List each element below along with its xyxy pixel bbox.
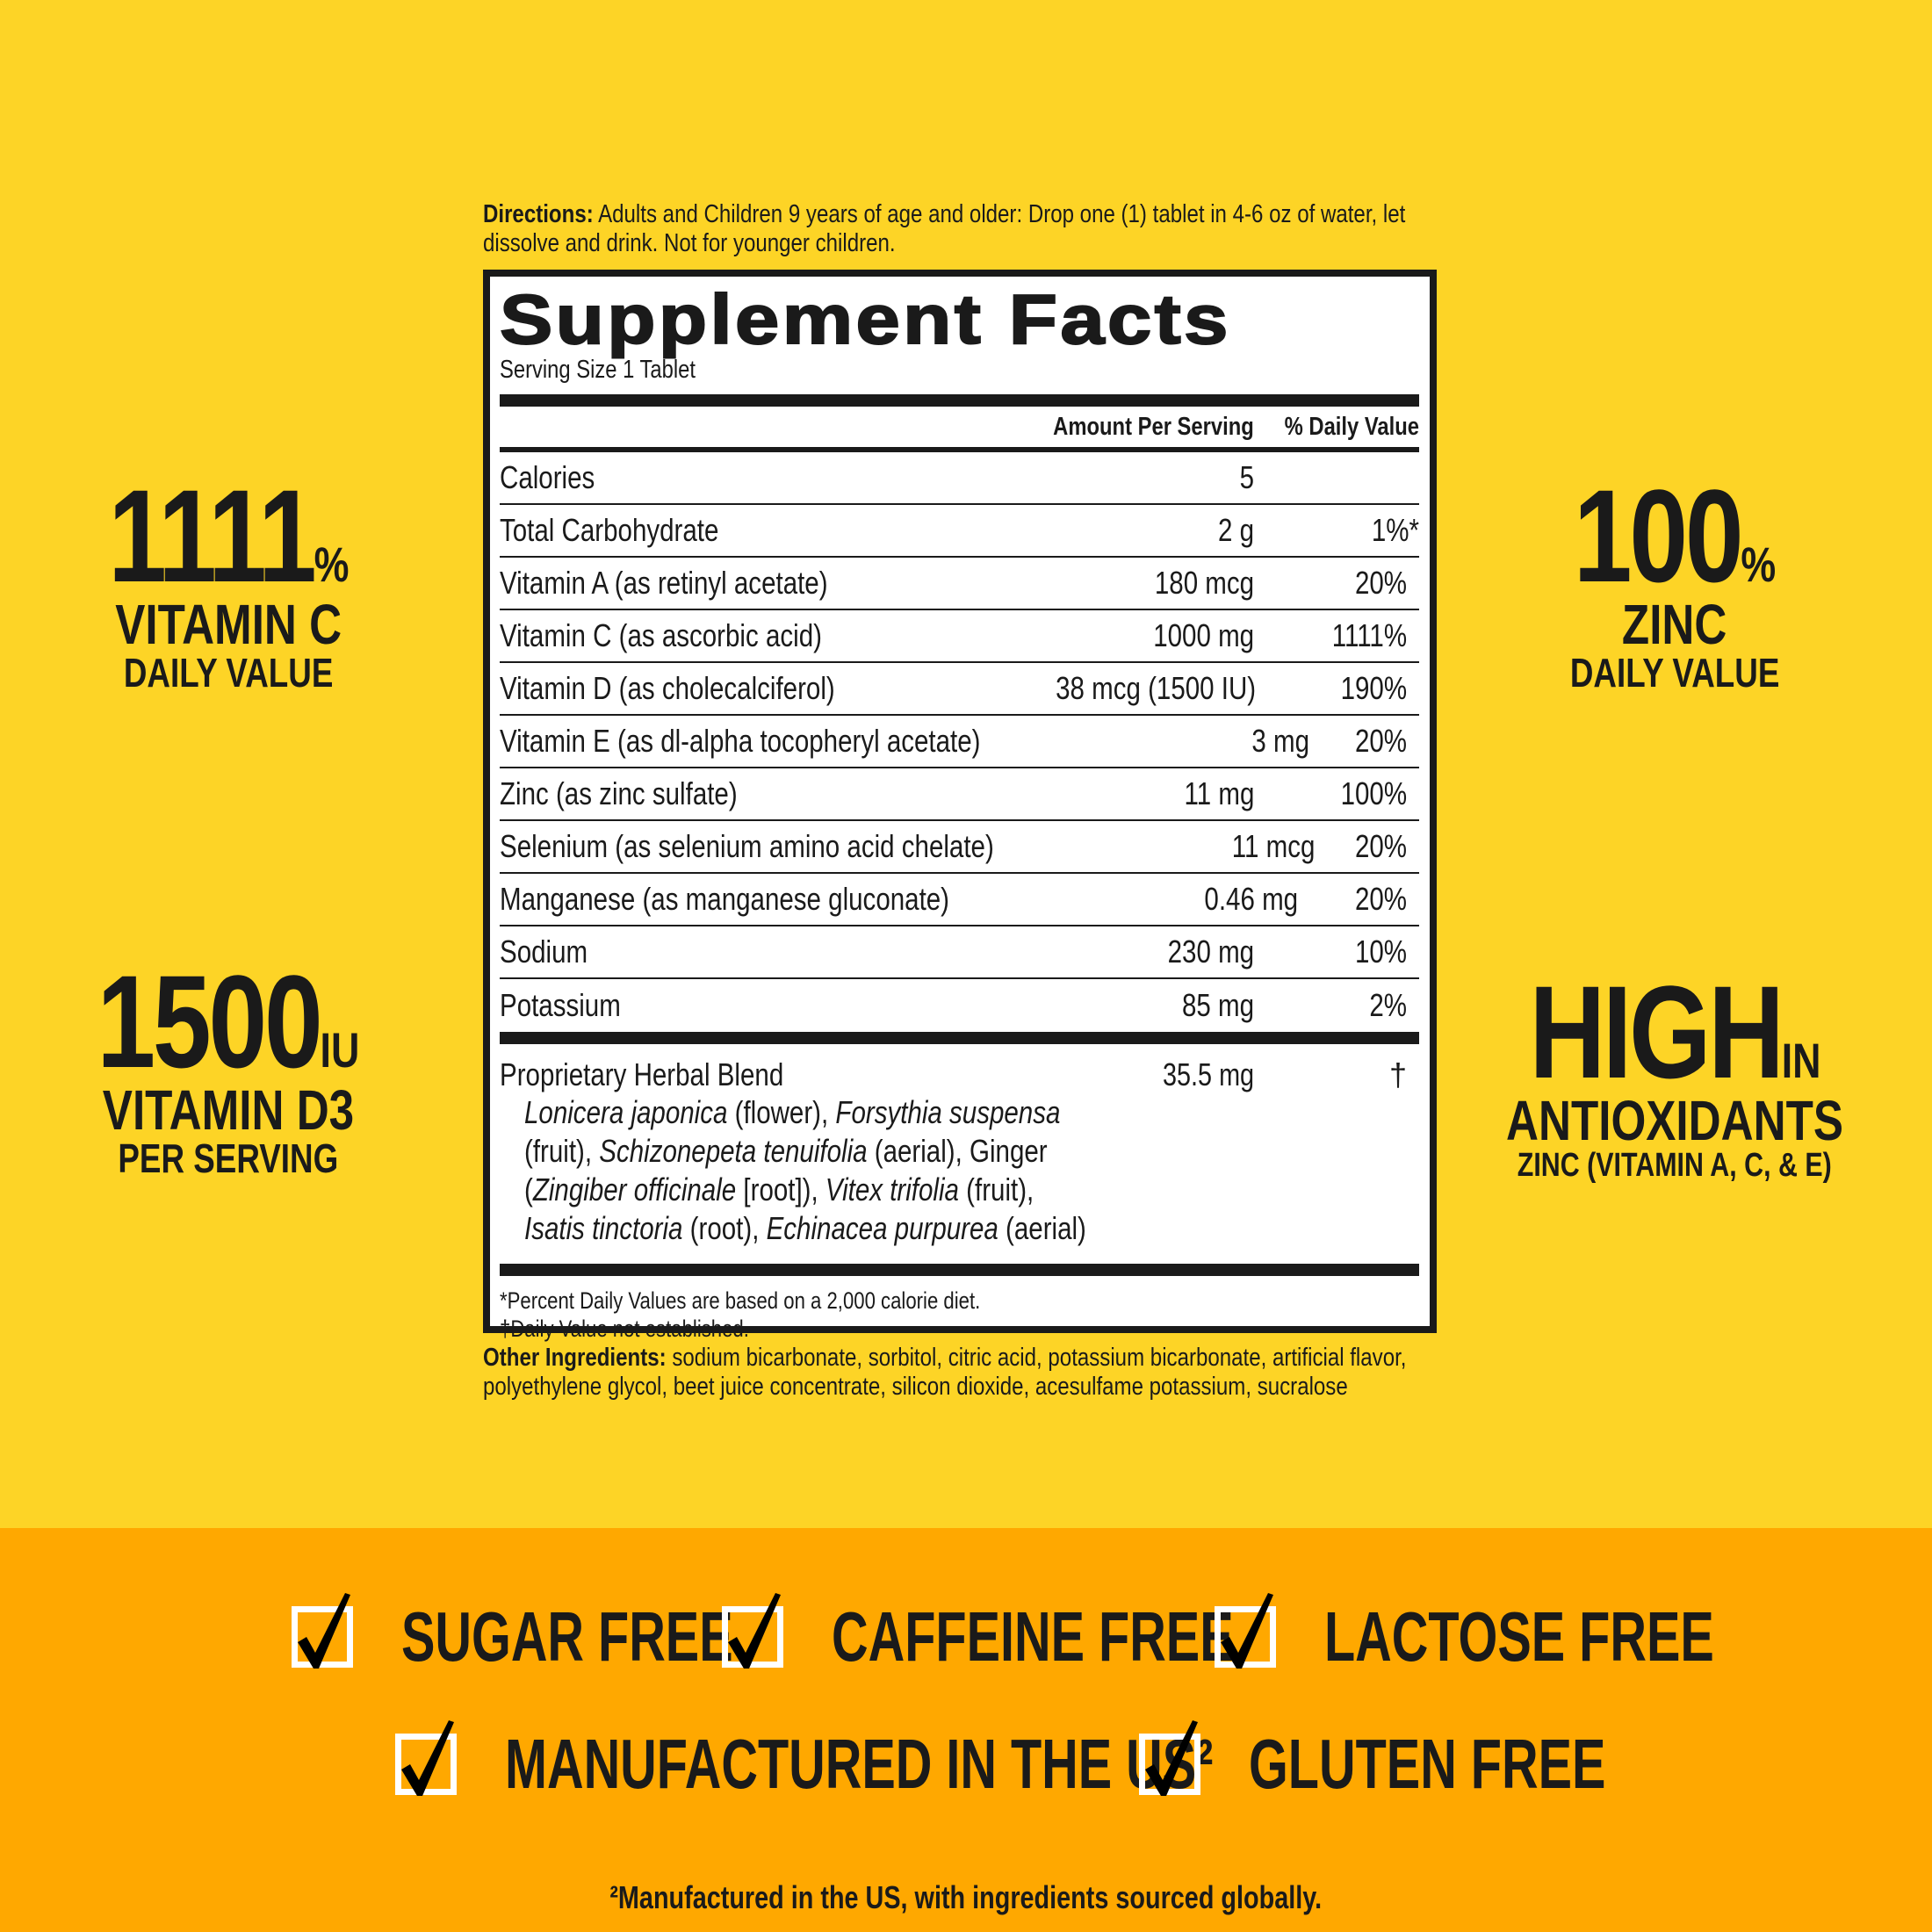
- nutrient-amount: 85 mg: [1181, 987, 1254, 1023]
- nutrient-daily-value: 20%: [1354, 828, 1407, 864]
- nutrient-daily-value: [1254, 459, 1419, 496]
- nutrient-row: Zinc (as zinc sulfate) 11 mg 100%: [500, 768, 1419, 821]
- checkbox-check-icon: [722, 1593, 783, 1669]
- blend-ingredients-line: (fruit), Schizonepeta tenuifolia (aerial…: [524, 1133, 1048, 1169]
- nutrient-name: Zinc (as zinc sulfate): [500, 775, 738, 811]
- nutrient-daily-value: 20%: [1354, 565, 1407, 601]
- nutrient-row: Vitamin D (as cholecalciferol) 38 mcg (15…: [500, 663, 1419, 716]
- nutrient-amount: 2 g: [1217, 512, 1254, 548]
- nutrient-daily-value: 100%: [1340, 775, 1407, 811]
- divider: [500, 1032, 1419, 1044]
- nutrient-daily-value: 1%*: [1371, 512, 1419, 548]
- panel-title: Supplement Facts: [499, 280, 1231, 358]
- nutrient-name: Vitamin D (as cholecalciferol): [500, 670, 835, 706]
- feature-badge: MANUFACTURED IN THE US²: [395, 1720, 1489, 1805]
- nutrient-name: Calories: [500, 459, 595, 495]
- supplement-facts-panel: Supplement Facts Serving Size 1 Tablet A…: [483, 270, 1437, 1342]
- nutrient-daily-value: 20%: [1354, 723, 1407, 759]
- nutrient-row: Sodium 230 mg 10%: [500, 926, 1419, 979]
- nutrient-daily-value: 2%: [1369, 987, 1407, 1023]
- features-band: [0, 1528, 1932, 1932]
- nutrient-row: Manganese (as manganese gluconate) 0.46 m…: [500, 874, 1419, 926]
- nutrient-amount: 180 mcg: [1154, 565, 1254, 601]
- nutrient-amount: 38 mcg (1500 IU): [1055, 670, 1256, 706]
- nutrient-daily-value: 1111%: [1331, 617, 1407, 653]
- directions-text: Directions: Adults and Children 9 years …: [483, 200, 1406, 257]
- nutrient-amount: 5: [1239, 459, 1254, 495]
- nutrient-daily-value: 10%: [1354, 934, 1407, 970]
- nutrient-row: Vitamin E (as dl-alpha tocopheryl acetat…: [500, 716, 1419, 768]
- manufacturing-footnote: ²Manufactured in the US, with ingredient…: [609, 1879, 1323, 1915]
- nutrient-row: Total Carbohydrate 2 g 1%*: [500, 505, 1419, 558]
- nutrient-amount: 1000 mg: [1153, 617, 1254, 653]
- nutrient-row: Vitamin A (as retinyl acetate) 180 mcg 20%: [500, 558, 1419, 610]
- callout-antioxidants: HIGHIN ANTIOXIDANTS ZINC (VITAMIN A, C, …: [1506, 958, 1843, 1184]
- nutrient-row: Calories 5: [500, 452, 1419, 505]
- nutrient-name: Total Carbohydrate: [500, 512, 719, 548]
- callout-vitamin-c: 1111% VITAMIN C DAILY VALUE: [107, 462, 350, 696]
- proprietary-blend: Proprietary Herbal Blend 35.5 mg † Lonicer…: [500, 1056, 1407, 1246]
- checkbox-check-icon: [395, 1720, 457, 1796]
- feature-badge: GLUTEN FREE: [1139, 1720, 1744, 1805]
- nutrient-amount: 11 mg: [1184, 775, 1254, 811]
- nutrient-name: Selenium (as selenium amino acid chelate…: [500, 828, 994, 864]
- nutrient-name: Vitamin E (as dl-alpha tocopheryl acetat…: [500, 723, 981, 759]
- feature-badge: LACTOSE FREE: [1215, 1593, 1865, 1677]
- nutrient-name: Manganese (as manganese gluconate): [500, 881, 950, 917]
- nutrient-row: Potassium 85 mg 2%: [500, 979, 1419, 1032]
- other-ingredients: Other Ingredients: sodium bicarbonate, s…: [483, 1344, 1407, 1401]
- nutrient-name: Potassium: [500, 987, 621, 1023]
- nutrient-amount: 3 mg: [1251, 723, 1310, 759]
- serving-size: Serving Size 1 Tablet: [500, 356, 696, 384]
- divider: [500, 394, 1419, 407]
- feature-badge: SUGAR FREE: [292, 1593, 862, 1677]
- nutrient-amount: 11 mcg: [1231, 828, 1315, 864]
- divider: [500, 1264, 1419, 1276]
- nutrient-daily-value: 20%: [1354, 881, 1407, 917]
- callout-vitamin-d3: 1500IU VITAMIN D3 PER SERVING: [97, 948, 360, 1181]
- nutrient-name: Vitamin A (as retinyl acetate): [500, 565, 828, 601]
- nutrient-amount: 0.46 mg: [1204, 881, 1299, 917]
- blend-ingredients-line: Lonicera japonica (flower), Forsythia su…: [524, 1094, 1061, 1130]
- callout-zinc: 100% ZINC DAILY VALUE: [1569, 462, 1780, 696]
- nutrient-name: Vitamin C (as ascorbic acid): [500, 617, 822, 653]
- footnotes: *Percent Daily Values are based on a 2,0…: [500, 1287, 981, 1342]
- nutrient-amount: 230 mg: [1167, 934, 1254, 970]
- feature-badge: CAFFEINE FREE: [722, 1593, 1390, 1677]
- blend-ingredients-line: (Zingiber officinale [root]), Vitex trif…: [524, 1171, 1034, 1208]
- nutrient-name: Sodium: [500, 934, 588, 970]
- column-headers: Amount Per Serving % Daily Value: [500, 407, 1419, 452]
- nutrient-row: Selenium (as selenium amino acid chelate…: [500, 821, 1419, 874]
- checkbox-check-icon: [292, 1593, 353, 1669]
- nutrient-row: Vitamin C (as ascorbic acid) 1000 mg 1111%: [500, 610, 1419, 663]
- nutrient-daily-value: 190%: [1340, 670, 1407, 706]
- blend-ingredients-line: Isatis tinctoria (root), Echinacea purpu…: [524, 1210, 1086, 1246]
- checkbox-check-icon: [1139, 1720, 1200, 1796]
- checkbox-check-icon: [1215, 1593, 1276, 1669]
